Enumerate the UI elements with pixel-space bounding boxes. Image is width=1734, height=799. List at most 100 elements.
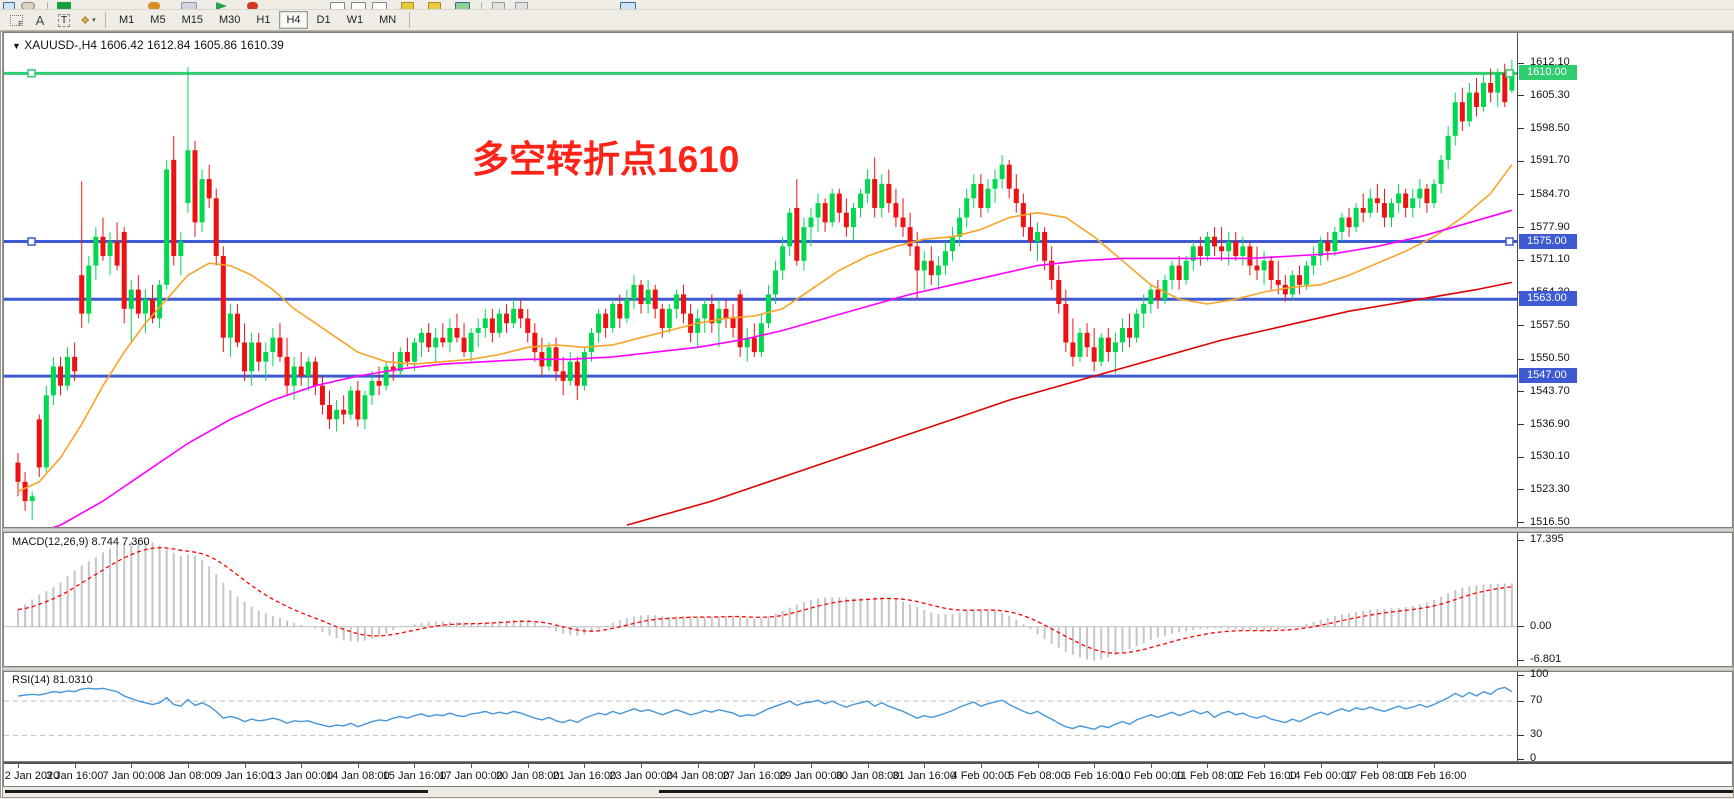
price-tick-label: 1577.90: [1530, 220, 1570, 233]
time-tickmark: [1320, 763, 1322, 768]
macd-scale[interactable]: 17.395 0.00 -6.801: [1517, 532, 1732, 666]
panel-splitter[interactable]: [3, 666, 1733, 671]
time-axis-label: 6 Feb 16:00: [1064, 769, 1124, 782]
time-axis-label: 13 Jan 00:00: [269, 769, 333, 782]
tab-timeframe-M30[interactable]: M30: [218, 14, 241, 26]
tile-windows-icon[interactable]: [455, 2, 470, 9]
ma-mid-magenta: [52, 209, 1513, 527]
arrow-tools-icon[interactable]: ❖ ▾: [80, 14, 96, 27]
time-axis-label: 21 Jan 16:00: [552, 769, 617, 782]
time-tickmark: [1207, 763, 1209, 768]
main-price-plot[interactable]: ▼ XAUUSD-,H4 1606.42 1612.84 1605.86 161…: [4, 33, 1517, 527]
price-tick-label: 1557.50: [1530, 318, 1570, 331]
price-tick-tickmark: [1518, 424, 1524, 425]
candles-icon[interactable]: [351, 2, 366, 9]
rsi-tick-tickmark: [1518, 674, 1524, 676]
tab-timeframe-D1[interactable]: D1: [316, 14, 331, 26]
toolbar-separator: [105, 12, 106, 28]
line-handle[interactable]: [1505, 69, 1514, 78]
time-axis[interactable]: 2 Jan 2020 3 Jan 16:00 7 Jan 00:00 8 Jan 08…: [3, 761, 1733, 787]
tab-timeframe-M15[interactable]: M15: [181, 14, 203, 26]
pencil2-icon[interactable]: [515, 2, 528, 9]
time-axis-label: 24 Jan 08:00: [665, 769, 730, 782]
price-scale[interactable]: 1612.10 1605.30 1598.50 1591.70 1584.70 1577.…: [1517, 33, 1732, 528]
time-axis-label: 27 Jan 16:00: [722, 769, 787, 782]
line-chart-icon[interactable]: [372, 2, 387, 9]
rsi-scale[interactable]: 100 70 30 0: [1517, 668, 1732, 764]
time-axis-label: 14 Feb 00:00: [1288, 769, 1354, 782]
pencil-icon[interactable]: [492, 2, 505, 9]
annotation-text[interactable]: 多空转折点1610: [472, 139, 740, 180]
price-line-badge: 1575.00: [1519, 233, 1577, 249]
time-axis-label: 23 Jan 00:00: [609, 769, 673, 782]
rsi-tick-label: 100: [1530, 668, 1549, 681]
line-handle[interactable]: [1505, 237, 1514, 246]
stop-icon[interactable]: [247, 2, 258, 9]
label-t-icon[interactable]: T: [53, 11, 75, 29]
price-tick-tickmark: [1518, 457, 1524, 458]
time-tickmark: [867, 763, 869, 768]
zoom-icon[interactable]: [21, 2, 35, 9]
price-line-badge: 1563.00: [1519, 291, 1577, 307]
zoom-out-icon[interactable]: [428, 2, 441, 9]
price-tick-label: 1550.50: [1530, 352, 1570, 365]
drawing-timeframe-toolbar: F A T ❖ ▾ M1 M5 M15 M30 H1 H4 D1 W1 MN: [0, 10, 1734, 31]
rsi-tick-label: 0: [1530, 751, 1537, 764]
new-chart-icon[interactable]: [3, 2, 15, 9]
time-tickmark: [301, 763, 303, 768]
time-tickmark: [414, 763, 416, 768]
price-tick-label: 1605.30: [1530, 88, 1570, 101]
price-tick-tickmark: [1518, 391, 1524, 392]
time-tickmark: [357, 763, 359, 768]
time-axis-label: 11 Feb 08:00: [1175, 769, 1240, 782]
chevron-down-icon[interactable]: ▼: [12, 41, 21, 51]
tab-timeframe-H1[interactable]: H1: [256, 14, 271, 26]
tab-timeframe-M5[interactable]: M5: [150, 14, 166, 26]
ma-fast-orange: [17, 164, 1513, 493]
macd-plot[interactable]: MACD(12,26,9) 8.744 7.360: [4, 532, 1517, 666]
toolbar-separator: [47, 2, 48, 9]
line-handle[interactable]: [27, 69, 36, 78]
price-tick-tickmark: [1518, 161, 1524, 162]
print-icon[interactable]: [181, 2, 197, 9]
macd-tick-tickmark: [1518, 625, 1524, 627]
line-handle[interactable]: [27, 237, 36, 246]
macd-histogram-layer: [17, 540, 1513, 661]
time-axis-label: 17 Feb 08:00: [1344, 769, 1410, 782]
macd-panel: MACD(12,26,9) 8.744 7.360 17.395 0.00 -6.8…: [3, 531, 1733, 667]
price-tick-tickmark: [1518, 489, 1524, 490]
rsi-tick-tickmark: [1518, 758, 1524, 760]
price-tick-label: 1612.10: [1530, 56, 1570, 69]
toolbar-separator: [481, 2, 482, 9]
panel-splitter[interactable]: [3, 528, 1733, 532]
play-icon[interactable]: [216, 2, 227, 9]
symbol-title[interactable]: ▼ XAUUSD-,H4 1606.42 1612.84 1605.86 161…: [12, 38, 284, 52]
tab-timeframe-H4[interactable]: H4: [279, 11, 308, 29]
price-tick-label: 1598.50: [1530, 121, 1570, 134]
rsi-plot[interactable]: RSI(14) 81.0310: [4, 671, 1517, 761]
price-tick-label: 1516.50: [1530, 515, 1570, 528]
time-axis-label: 12 Feb 16:00: [1231, 769, 1297, 782]
grid-snap-icon[interactable]: F: [5, 11, 27, 29]
order-icon[interactable]: [148, 2, 160, 9]
time-tickmark: [527, 763, 529, 768]
text-a-icon[interactable]: A: [35, 12, 45, 28]
rsi-tick-tickmark: [1518, 700, 1524, 702]
main-price-panel: ▼ XAUUSD-,H4 1606.42 1612.84 1605.86 161…: [3, 32, 1733, 528]
tab-timeframe-W1[interactable]: W1: [346, 14, 364, 26]
zoom-in-icon[interactable]: [401, 2, 414, 9]
blue-doc-icon[interactable]: [620, 2, 636, 9]
time-tickmark: [641, 763, 643, 768]
tab-timeframe-M1[interactable]: M1: [119, 14, 135, 26]
tab-timeframe-MN[interactable]: MN: [379, 14, 397, 26]
time-tickmark: [1434, 763, 1435, 768]
price-tick-tickmark: [1518, 194, 1524, 195]
time-tickmark: [810, 763, 812, 768]
macd-label: MACD(12,26,9) 8.744 7.360: [12, 535, 150, 548]
macd-tick-label: 0.00: [1530, 619, 1552, 632]
bars-icon[interactable]: [330, 2, 345, 9]
add-indicator-icon[interactable]: [57, 2, 71, 9]
rsi-panel: RSI(14) 81.0310 100 70 30 0: [3, 668, 1733, 764]
time-tickmark: [131, 763, 133, 768]
price-tick-label: 1536.90: [1530, 417, 1570, 430]
